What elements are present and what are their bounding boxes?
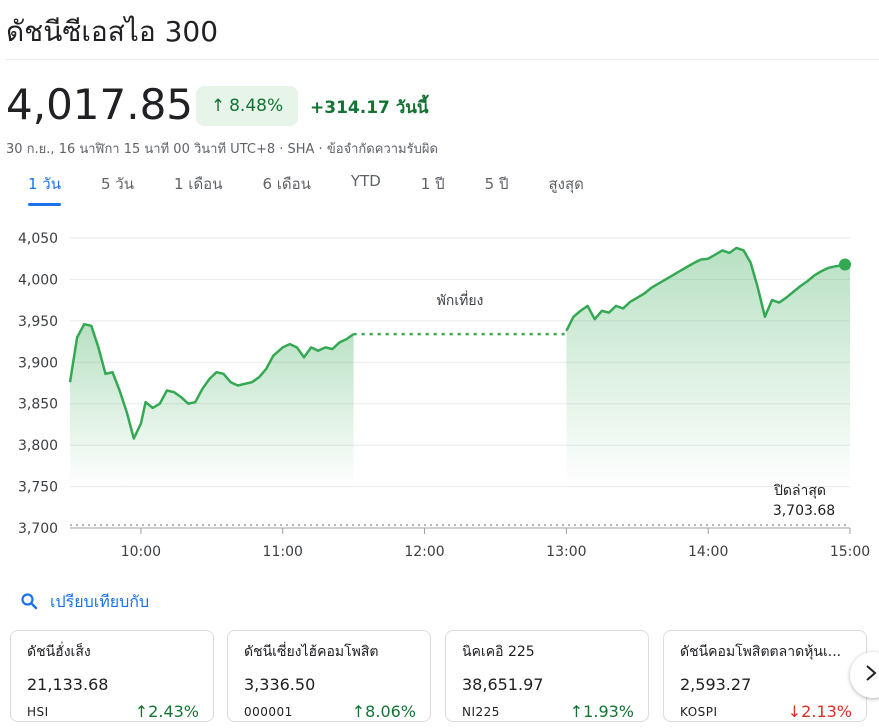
card-name: ดัชนีฮั่งเส็ง: [27, 644, 91, 660]
current-price: 4,017.85: [6, 80, 194, 129]
percent-change-value: 8.48%: [229, 96, 284, 116]
chevron-right-icon: [864, 663, 878, 687]
card-name: นิคเคอิ 225: [462, 644, 535, 660]
card-change: ↑8.06%: [352, 702, 416, 721]
index-card-nikkei[interactable]: นิคเคอิ 225 38,651.97 NI225 ↑1.93%: [445, 630, 649, 722]
search-icon: [20, 592, 38, 614]
card-change: ↑2.43%: [135, 702, 199, 721]
percent-change-badge: ↑ 8.48%: [196, 86, 298, 126]
prev-close-value: 3,703.68: [773, 503, 835, 519]
compare-button[interactable]: เปรียบเทียบกับ: [20, 590, 149, 615]
tab-5-years[interactable]: 5 ปี: [484, 175, 509, 193]
current-price-dot: [839, 258, 851, 271]
card-value: 3,336.50: [244, 675, 316, 694]
page-title: ดัชนีซีเอสไอ 300: [6, 15, 219, 48]
morning-series-area: [70, 324, 354, 488]
arrow-up-icon: ↑: [134, 702, 149, 721]
arrow-up-icon: ↑: [210, 96, 226, 116]
card-change-value: 1.93%: [583, 702, 634, 721]
x-tick-label: 14:00: [688, 544, 728, 560]
y-tick-label: 3,800: [18, 438, 58, 454]
y-tick-label: 4,050: [18, 231, 58, 247]
card-name: ดัชนีคอมโพสิตตลาดหุ้นเ...: [680, 644, 842, 660]
arrow-up-icon: ↑: [351, 702, 366, 721]
quote-info: 30 ก.ย., 16 นาฬิกา 15 นาที 00 วินาที UTC…: [6, 142, 438, 157]
x-tick-label: 10:00: [121, 544, 161, 560]
card-change-value: 8.06%: [365, 702, 416, 721]
tab-1-day[interactable]: 1 วัน: [28, 172, 61, 206]
card-name: ดัชนีเซี่ยงไฮ้คอมโพสิต: [244, 644, 379, 660]
y-tick-label: 3,950: [18, 314, 58, 330]
index-card-shanghai[interactable]: ดัชนีเซี่ยงไฮ้คอมโพสิต 3,336.50 000001 ↑…: [227, 630, 431, 722]
card-value: 21,133.68: [27, 675, 109, 694]
arrow-down-icon: ↓: [787, 702, 802, 721]
absolute-change: +314.17 วันนี้: [310, 98, 429, 118]
price-chart[interactable]: 4,050 4,000 3,950 3,900 3,850 3,800 3,750 3,700…: [0, 220, 879, 580]
x-tick-label: 11:00: [263, 544, 303, 560]
card-change-value: 2.43%: [148, 702, 199, 721]
x-tick-label: 13:00: [546, 544, 586, 560]
lunch-break-label: พักเที่ยง: [437, 291, 484, 309]
time-range-tabs: 1 วัน 5 วัน 1 เดือน 6 เดือน YTD 1 ปี 5 ป…: [28, 172, 584, 206]
card-change: ↓2.13%: [788, 702, 852, 721]
tab-1-year[interactable]: 1 ปี: [420, 175, 445, 193]
tab-ytd[interactable]: YTD: [350, 172, 381, 190]
y-tick-label: 4,000: [18, 272, 58, 288]
divider: [6, 59, 879, 60]
y-tick-label: 3,750: [18, 480, 58, 496]
card-change-value: 2.13%: [801, 702, 852, 721]
card-symbol: HSI: [27, 704, 49, 719]
afternoon-series-area: [566, 247, 850, 488]
tab-5-days[interactable]: 5 วัน: [101, 175, 134, 193]
card-symbol: NI225: [462, 704, 500, 719]
card-value: 38,651.97: [462, 675, 544, 694]
y-tick-label: 3,850: [18, 397, 58, 413]
card-value: 2,593.27: [680, 675, 752, 694]
x-tick-label: 12:00: [404, 544, 444, 560]
tab-1-month[interactable]: 1 เดือน: [174, 175, 223, 193]
x-tick-label: 15:00: [830, 544, 870, 560]
index-card-hsi[interactable]: ดัชนีฮั่งเส็ง 21,133.68 HSI ↑2.43%: [10, 630, 214, 722]
index-card-kospi[interactable]: ดัชนีคอมโพสิตตลาดหุ้นเ... 2,593.27 KOSPI…: [663, 630, 867, 722]
compare-label: เปรียบเทียบกับ: [50, 592, 150, 611]
y-tick-label: 3,900: [18, 355, 58, 371]
card-symbol: 000001: [244, 704, 293, 719]
tab-max[interactable]: สูงสุด: [548, 175, 584, 193]
morning-series-line: [68, 322, 355, 440]
card-change: ↑1.93%: [570, 702, 634, 721]
tab-6-months[interactable]: 6 เดือน: [262, 175, 311, 193]
card-symbol: KOSPI: [680, 704, 718, 719]
y-tick-label: 3,700: [18, 521, 58, 537]
afternoon-series-line: [565, 246, 851, 332]
arrow-up-icon: ↑: [569, 702, 584, 721]
prev-close-label: ปิดล่าสุด: [773, 483, 826, 499]
